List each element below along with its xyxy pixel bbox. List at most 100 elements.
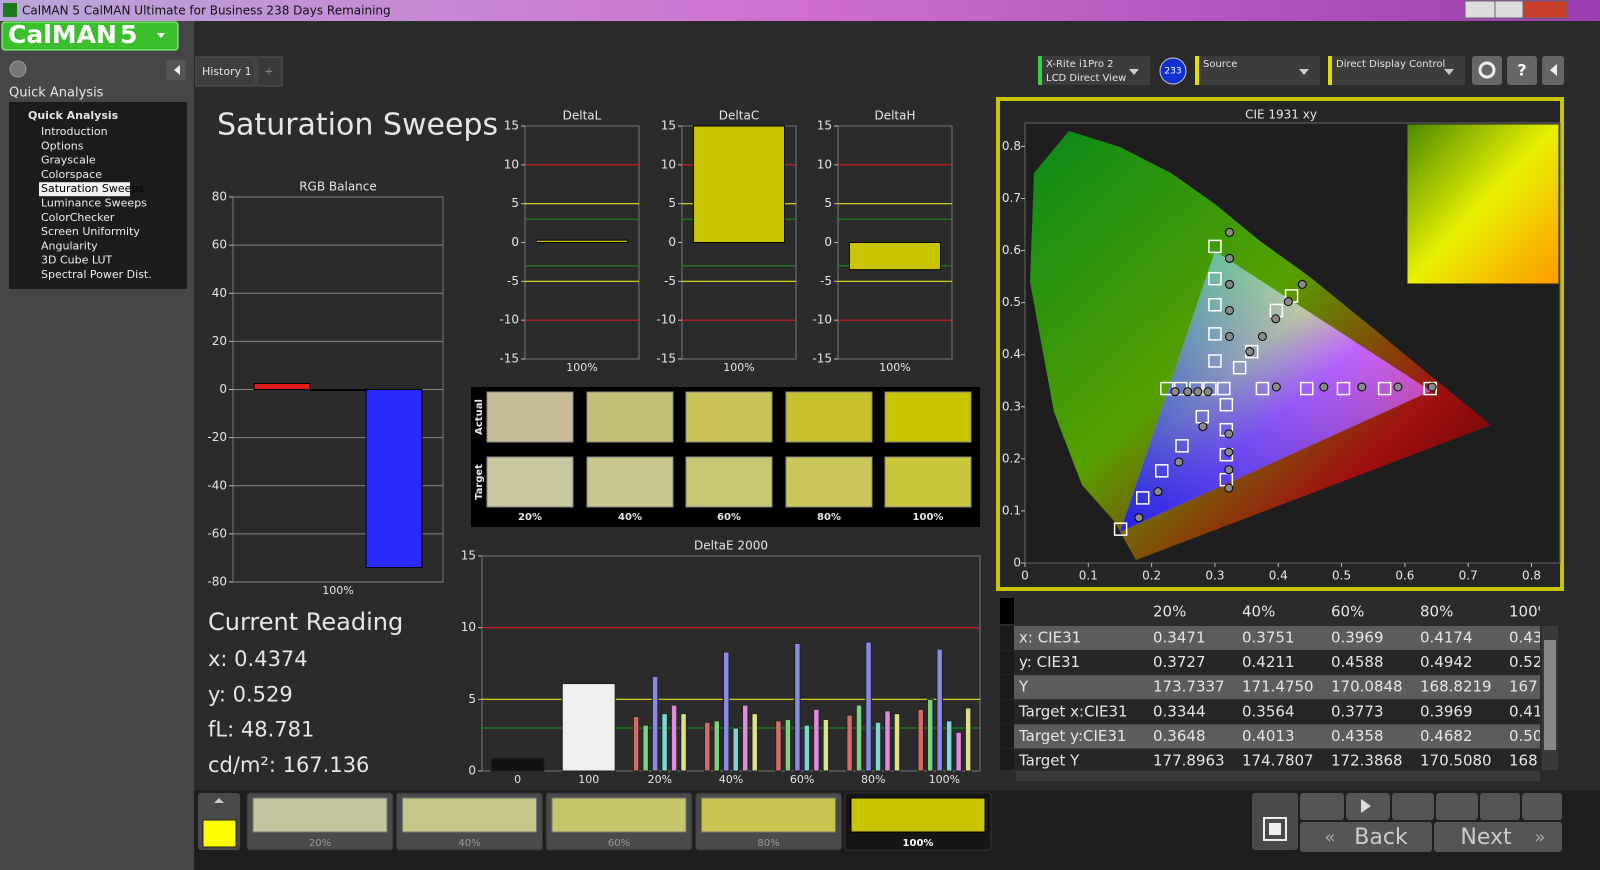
help-button[interactable] (1507, 56, 1537, 85)
logo-button[interactable] (1, 21, 179, 51)
y-tick-label: 0.3 (1002, 399, 1021, 413)
target-point (1232, 360, 1247, 375)
tab[interactable] (195, 56, 256, 87)
table-cell: 0.3344 (1153, 702, 1206, 720)
source-dropdown[interactable] (1195, 56, 1320, 85)
measured-point (1357, 382, 1367, 392)
tree-item[interactable]: Angularity (41, 239, 98, 252)
maximize-button[interactable] (1494, 0, 1524, 19)
target-point (1377, 381, 1392, 396)
table-cell: 170.0848 (1331, 678, 1403, 696)
svg-text:+: + (264, 65, 273, 78)
table-cell: 0.4174 (1420, 629, 1473, 647)
measured-point (1319, 382, 1329, 392)
stop-measure[interactable] (1300, 793, 1344, 820)
target-point (1208, 354, 1222, 368)
tree-item[interactable]: Grayscale (41, 154, 96, 167)
target-point (1113, 522, 1128, 536)
meter-badge[interactable] (1159, 57, 1187, 85)
display-dropdown[interactable] (1328, 56, 1465, 85)
y-tick-label: 15 (461, 549, 476, 563)
bar (651, 675, 659, 772)
bar (490, 757, 545, 772)
page-title: Saturation Sweeps (217, 108, 498, 143)
tree-item[interactable]: Screen Uniformity (41, 225, 140, 238)
measured-point (1224, 483, 1234, 493)
chart-title: DeltaL (563, 109, 602, 123)
add-tab[interactable] (256, 56, 283, 87)
back-button[interactable] (1300, 822, 1432, 852)
table-cell: 0.4013 (1242, 727, 1295, 745)
bar (704, 721, 711, 772)
bar (741, 704, 749, 772)
y-tick-label: 15 (504, 119, 519, 133)
table-cell: 171.4750 (1242, 678, 1314, 696)
bar (822, 718, 830, 772)
actual-swatch (486, 391, 574, 443)
row-label: Y (1018, 678, 1029, 696)
tree-item[interactable]: 3D Cube LUT (41, 254, 112, 267)
accept[interactable] (1522, 793, 1562, 820)
tree-item[interactable]: Colorspace (41, 168, 102, 181)
row-label: Target y:CIE31 (1018, 727, 1126, 745)
table-row (1014, 650, 1540, 675)
measured-point (1183, 387, 1193, 397)
y-tick-label: -15 (656, 352, 676, 366)
reading-line: x: 0.4374 (208, 647, 308, 671)
settings-button[interactable] (1472, 56, 1502, 85)
continuous[interactable] (1436, 793, 1478, 820)
svg-text:«: « (1324, 827, 1335, 848)
bar (535, 239, 629, 243)
tree-item[interactable]: Options (41, 139, 84, 152)
next-button[interactable] (1434, 822, 1562, 852)
meter-name: X-Rite i1Pro 2 (1046, 59, 1114, 70)
bar (253, 382, 311, 390)
x-tick-label: 40% (719, 773, 743, 786)
meter-mode: LCD Direct View (1046, 73, 1126, 84)
sidebar-pin[interactable] (9, 60, 27, 78)
y-tick-label: -80 (207, 575, 227, 589)
table-cell: 0.3471 (1153, 629, 1206, 647)
tree-item[interactable]: Saturation Sweeps (41, 182, 144, 195)
bar (775, 720, 782, 772)
bar (632, 716, 640, 772)
dropdown-arrow (1444, 69, 1454, 75)
y-tick-label: 0.7 (1002, 191, 1021, 205)
y-tick-label: 0.4 (1002, 347, 1021, 361)
dropdown-arrow (1129, 69, 1139, 75)
sidebar-header: Quick Analysis (9, 86, 104, 101)
tree-item[interactable]: ColorChecker (41, 211, 115, 224)
measured-point (1193, 387, 1203, 397)
table-cell: 172.3868 (1331, 752, 1403, 770)
x-tick-label: 0.1 (1079, 569, 1098, 583)
data-table: 20% 40% 60% 80% 100% x: CIE31 0.3471 0.3751 0.39… (1000, 603, 1540, 770)
table-cell: 177.8963 (1153, 752, 1225, 770)
close-button[interactable] (1522, 0, 1568, 19)
scroll-thumb[interactable] (1544, 640, 1556, 750)
read-series[interactable] (1392, 793, 1434, 820)
stop-button[interactable] (1252, 793, 1298, 850)
tree-item[interactable]: Introduction (41, 125, 108, 138)
bar (561, 683, 616, 772)
swatch-label: 80% (817, 512, 841, 523)
target-point (1336, 381, 1351, 396)
bar (855, 704, 863, 772)
svg-text:»: » (1534, 827, 1545, 848)
y-tick-label: 0 (468, 764, 476, 778)
tree-item[interactable]: Spectral Power Dist. (41, 268, 152, 281)
row-label: x: CIE31 (1019, 629, 1081, 647)
minimize-button[interactable] (1464, 0, 1496, 19)
table-hscroll[interactable] (1016, 771, 1540, 781)
x-tick-label: 0.5 (1332, 569, 1351, 583)
swatch-button-label: 100% (903, 838, 934, 849)
bar (936, 648, 943, 772)
reading-title: Current Reading (208, 608, 403, 636)
table-cell: 0.4942 (1420, 653, 1473, 671)
tree-item[interactable]: Luminance Sweeps (41, 197, 147, 210)
y-tick-label: 5 (668, 196, 676, 210)
refresh[interactable] (1480, 793, 1520, 820)
table-cell: 0.3564 (1242, 702, 1295, 720)
swatch-label: 20% (518, 512, 542, 523)
